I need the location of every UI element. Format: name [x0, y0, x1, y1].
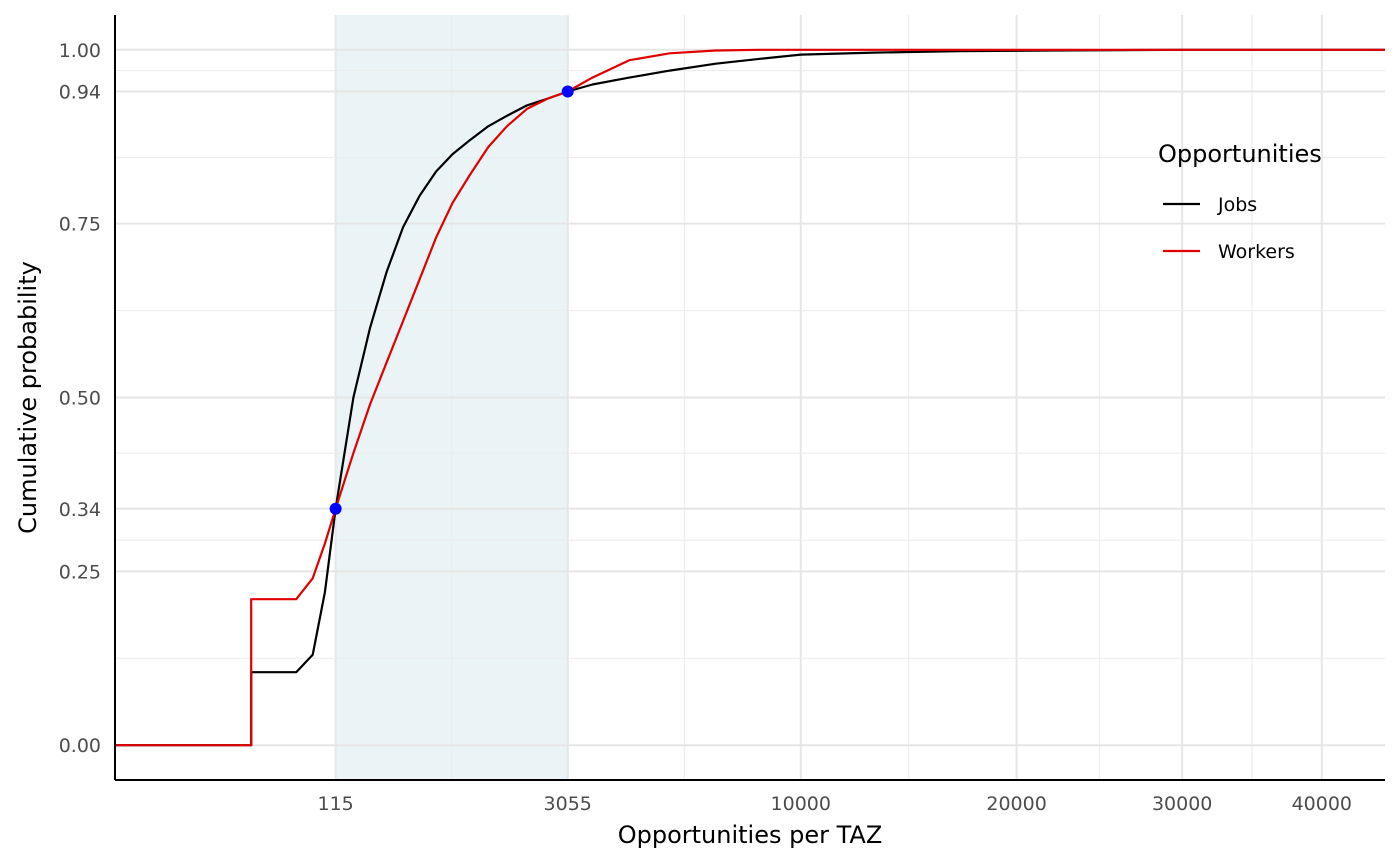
y-tick-label: 0.50 — [59, 388, 101, 410]
intersection-point — [329, 502, 342, 515]
x-tick-label: 115 — [317, 793, 353, 815]
legend: Opportunities Jobs Workers — [1158, 140, 1322, 263]
x-tick-labels: 115 3055 10000 20000 30000 40000 — [317, 793, 1352, 815]
y-axis-title: Cumulative probability — [14, 261, 42, 534]
series-line-jobs — [115, 48, 1385, 747]
legend-label-workers: Workers — [1218, 241, 1295, 263]
y-tick-labels: 0.00 0.25 0.34 0.50 0.75 0.94 1.00 — [59, 40, 101, 757]
y-tick-label: 0.34 — [59, 499, 101, 521]
legend-title: Opportunities — [1158, 140, 1322, 168]
series-line-workers — [115, 48, 1385, 747]
legend-items: Jobs Workers — [1163, 194, 1295, 263]
y-tick-label: 0.00 — [59, 735, 101, 757]
y-tick-label: 0.25 — [59, 561, 101, 583]
y-tick-label: 0.75 — [59, 214, 101, 236]
intersection-markers — [329, 85, 574, 515]
x-tick-label: 10000 — [771, 793, 831, 815]
series-lines — [115, 48, 1385, 747]
x-axis-title: Opportunities per TAZ — [618, 821, 883, 849]
y-tick-label: 1.00 — [59, 40, 101, 62]
grid-lines — [115, 15, 1385, 780]
y-tick-label: 0.94 — [59, 82, 101, 104]
x-tick-label: 3055 — [544, 793, 592, 815]
intersection-point — [561, 85, 574, 98]
x-tick-label: 40000 — [1292, 793, 1352, 815]
plot-panel — [115, 15, 1385, 780]
x-tick-label: 20000 — [986, 793, 1046, 815]
legend-label-jobs: Jobs — [1217, 194, 1257, 216]
x-tick-label: 30000 — [1152, 793, 1212, 815]
